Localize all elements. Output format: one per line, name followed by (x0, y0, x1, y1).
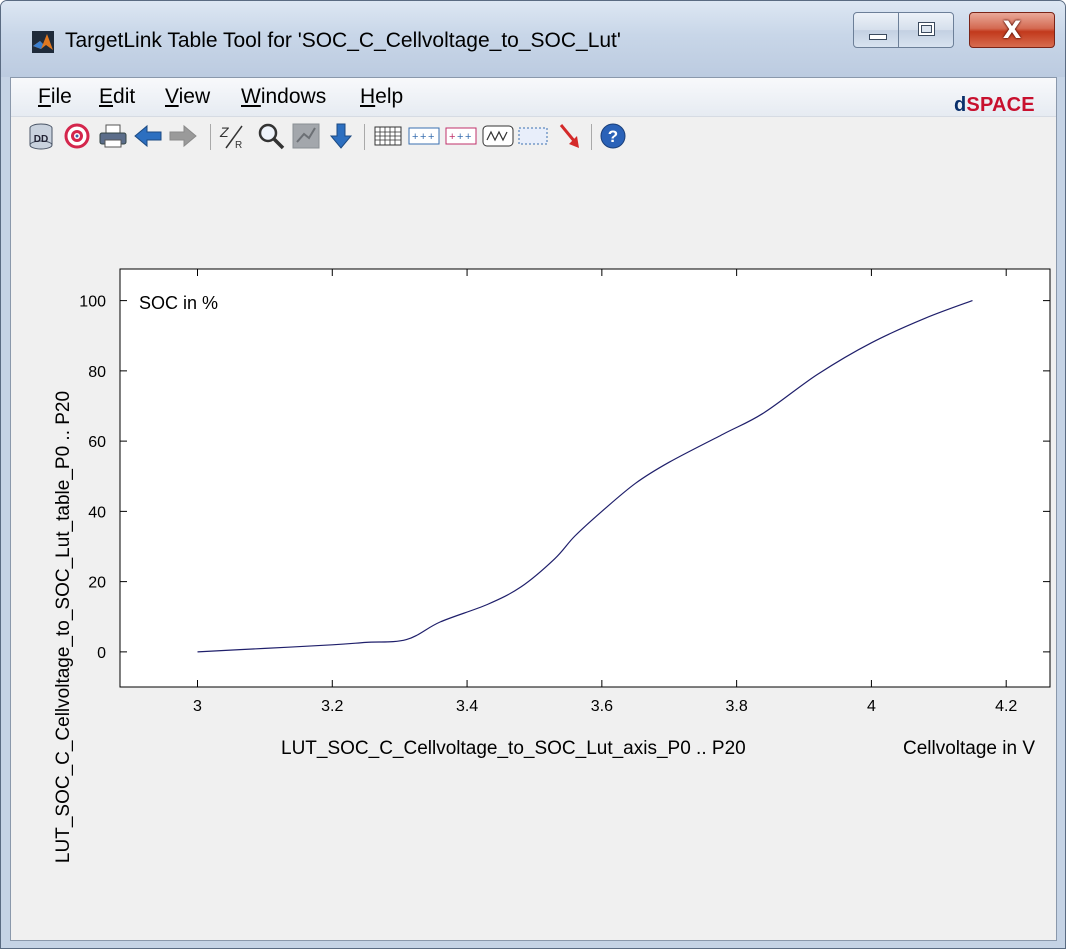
pan-icon[interactable] (291, 122, 321, 150)
down-arrow-icon[interactable] (327, 122, 355, 150)
title-bar[interactable]: TargetLink Table Tool for 'SOC_C_Cellvol… (1, 1, 1065, 77)
svg-text:Z: Z (219, 124, 229, 140)
menu-file-label: ile (50, 85, 72, 108)
chart-annotation: SOC in % (139, 293, 218, 313)
menu-view-accel: V (165, 85, 179, 108)
svg-text:?: ? (608, 127, 618, 146)
x-tick-label: 3.4 (456, 698, 478, 715)
x-axis: 3 3.2 3.4 3.6 3.8 4 4.2 (193, 269, 1017, 715)
menu-file-accel: F (38, 85, 51, 108)
dspace-logo-d: d (954, 94, 967, 116)
menu-file[interactable]: File (38, 85, 72, 109)
back-arrow-icon[interactable] (133, 122, 163, 150)
minimize-button[interactable] (853, 12, 899, 48)
y-tick-label: 20 (88, 575, 106, 592)
menu-windows[interactable]: Windows (241, 85, 326, 109)
y-axis: 0 20 40 60 80 100 (79, 294, 1050, 662)
menu-edit-accel: E (99, 85, 114, 108)
menu-windows-accel: W (241, 85, 261, 108)
window-title: TargetLink Table Tool for 'SOC_C_Cellvol… (65, 29, 621, 52)
y-tick-label: 100 (79, 294, 106, 311)
dspace-logo: dSPACE (954, 94, 1035, 117)
soc-curve-line (197, 300, 973, 653)
y-tick-label: 0 (97, 645, 106, 662)
dd-label: DD (34, 134, 48, 145)
x-tick-label: 3.6 (591, 698, 613, 715)
wave-select-icon[interactable] (481, 122, 515, 150)
x-tick-label: 4 (867, 698, 876, 715)
forward-arrow-icon[interactable] (168, 122, 198, 150)
target-icon[interactable] (64, 122, 90, 150)
x-tick-label: 3.8 (726, 698, 748, 715)
add-row-icon[interactable]: + + + (407, 122, 441, 150)
dd-icon[interactable]: DD (28, 122, 54, 150)
maximize-icon (918, 22, 935, 36)
menu-view-label: iew (178, 85, 211, 108)
plot-area[interactable] (119, 268, 1051, 688)
print-icon[interactable] (98, 122, 128, 150)
svg-text:+: + (420, 131, 426, 143)
x-tick-label: 4.2 (995, 698, 1017, 715)
pointer-arrow-icon[interactable] (557, 122, 583, 150)
menu-bar: File Edit View Windows Help (11, 78, 1056, 117)
svg-text:+: + (465, 131, 471, 143)
x-axis-label: LUT_SOC_C_Cellvoltage_to_SOC_Lut_axis_P0… (281, 738, 746, 759)
x-tick-label: 3 (193, 698, 202, 715)
minimize-icon (869, 34, 887, 40)
menu-windows-label: indows (260, 85, 327, 108)
svg-text:+: + (449, 131, 455, 143)
close-button[interactable]: X (969, 12, 1055, 48)
menu-help-label: elp (375, 85, 404, 108)
x-tick-label: 3.2 (321, 698, 343, 715)
x-axis-unit: Cellvoltage in V (903, 738, 1035, 759)
help-icon[interactable]: ? (599, 122, 627, 150)
matlab-app-icon (32, 31, 54, 53)
zoom-axis-icon[interactable]: Z R (218, 122, 248, 150)
toolbar: DD Z R (11, 117, 1056, 157)
toolbar-separator (591, 124, 592, 150)
menu-help-accel: H (360, 85, 376, 108)
maximize-button[interactable] (898, 12, 954, 48)
y-axis-label: LUT_SOC_C_Cellvoltage_to_SOC_Lut_table_P… (53, 391, 74, 863)
menu-help[interactable]: Help (360, 85, 403, 109)
add-column-icon[interactable]: + + + (444, 122, 478, 150)
svg-text:+: + (457, 131, 463, 143)
close-icon: X (1002, 16, 1022, 44)
toolbar-separator (364, 124, 365, 150)
magnifier-icon[interactable] (256, 122, 286, 150)
svg-text:+: + (428, 131, 434, 143)
svg-text:R: R (235, 140, 242, 150)
svg-text:+: + (412, 131, 418, 143)
selection-rect-icon[interactable] (516, 122, 550, 150)
dspace-logo-rest: SPACE (966, 94, 1035, 116)
y-tick-label: 60 (88, 434, 106, 451)
menu-edit-label: dit (113, 85, 136, 108)
table-grid-icon[interactable] (373, 122, 403, 150)
y-tick-label: 80 (88, 364, 106, 381)
menu-edit[interactable]: Edit (99, 85, 135, 109)
menu-view[interactable]: View (165, 85, 210, 109)
toolbar-separator (210, 124, 211, 150)
y-tick-label: 40 (88, 504, 106, 521)
